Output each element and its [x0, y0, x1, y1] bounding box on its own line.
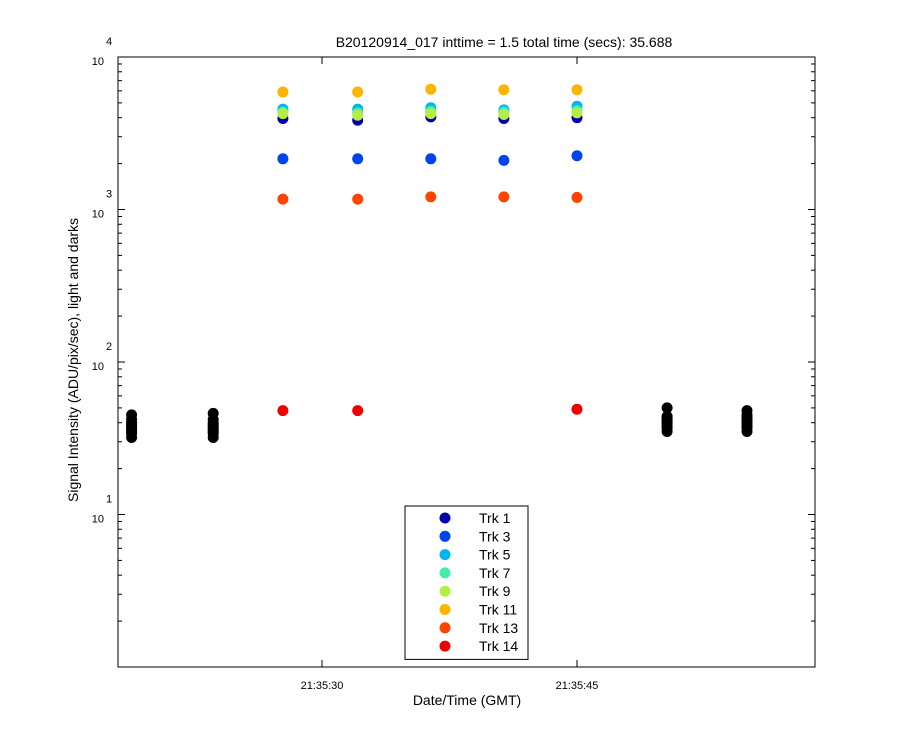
- legend-marker: [439, 622, 451, 634]
- point-trk-9: [571, 107, 583, 119]
- point-trk-3: [352, 153, 364, 165]
- legend-label: Trk 5: [479, 547, 511, 563]
- point-trk-13: [277, 193, 289, 205]
- point-trk-14: [352, 405, 364, 417]
- point-trk-14: [277, 405, 289, 417]
- dark-point: [661, 410, 673, 422]
- point-trk-13: [571, 191, 583, 203]
- legend-marker: [439, 604, 451, 615]
- point-trk-13: [352, 193, 364, 205]
- chart-title: B20120914_017 inttime = 1.5 total time (…: [336, 34, 673, 50]
- legend-label: Trk 14: [479, 638, 518, 654]
- dark-point: [661, 402, 673, 414]
- legend-marker: [439, 567, 451, 579]
- legend-label: Trk 11: [479, 602, 517, 618]
- point-trk-9: [352, 109, 364, 121]
- point-trk-3: [277, 153, 289, 165]
- point-trk-13: [498, 191, 510, 203]
- y-tick-label: 10: [92, 514, 104, 526]
- point-trk-11: [277, 86, 289, 98]
- y-tick-label: 10: [92, 56, 104, 68]
- y-tick-label: 10: [92, 361, 104, 373]
- y-tick-exponent: 4: [106, 36, 112, 48]
- legend-marker: [439, 585, 451, 597]
- dark-point: [207, 407, 219, 419]
- point-trk-3: [571, 150, 583, 162]
- dark-point: [741, 405, 753, 417]
- legend-label: Trk 7: [479, 565, 511, 581]
- point-trk-3: [425, 153, 437, 165]
- point-trk-11: [571, 84, 583, 96]
- y-axis-label: Signal Intensity (ADU/pix/sec), light an…: [65, 218, 81, 502]
- legend-marker: [439, 512, 451, 524]
- x-tick-label: 21:35:45: [556, 680, 599, 692]
- y-tick-exponent: 2: [106, 341, 112, 353]
- legend-box: [404, 505, 529, 660]
- point-trk-13: [425, 191, 437, 203]
- point-trk-11: [498, 84, 510, 96]
- legend-label: Trk 3: [479, 528, 511, 544]
- point-trk-11: [425, 83, 437, 95]
- legend-marker: [439, 640, 451, 652]
- legend: Trk 1 Trk 3 Trk 5 Trk 7 Trk 9 Trk 11 Trk 13 Trk…: [404, 505, 529, 660]
- point-trk-11: [352, 86, 364, 98]
- point-trk-3: [498, 154, 510, 166]
- data-points: [126, 83, 753, 443]
- x-tick-label: 21:35:30: [301, 680, 344, 692]
- y-tick-label: 10: [92, 209, 104, 221]
- point-trk-9: [277, 108, 289, 120]
- y-tick-exponent: 3: [106, 189, 112, 201]
- legend-label: Trk 9: [479, 583, 511, 599]
- point-trk-9: [425, 108, 437, 120]
- point-trk-14: [571, 403, 583, 415]
- legend-label: Trk 13: [479, 620, 518, 636]
- legend-label: Trk 1: [479, 510, 511, 526]
- dark-point: [126, 409, 138, 421]
- legend-marker: [439, 530, 451, 542]
- point-trk-9: [498, 108, 510, 120]
- x-axis-label: Date/Time (GMT): [413, 692, 521, 708]
- y-tick-exponent: 1: [106, 494, 112, 506]
- legend-marker: [439, 549, 451, 561]
